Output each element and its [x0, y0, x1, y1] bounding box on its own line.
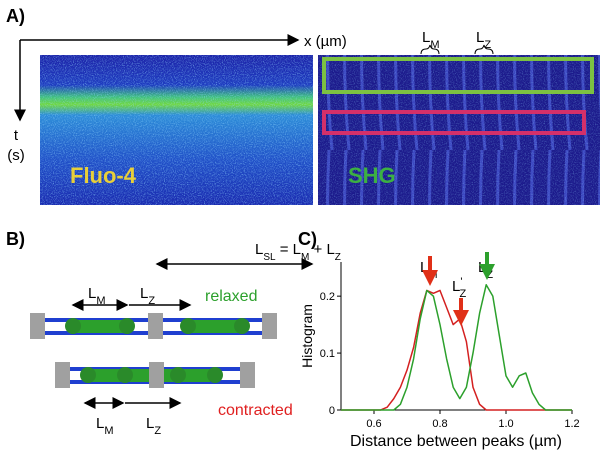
- lz-label: LZ: [140, 285, 155, 307]
- shg-noise: [318, 55, 600, 205]
- text-part: SL: [263, 252, 276, 263]
- y-tick-label: 0: [329, 405, 335, 417]
- y-axis-label: Histogram: [299, 304, 315, 368]
- text-part: L: [146, 415, 154, 432]
- panel-label: A): [6, 6, 25, 26]
- lz-label: LZ: [146, 415, 161, 437]
- x-tick-label: 1.0: [498, 418, 513, 430]
- x-tick-label: 0.8: [432, 418, 447, 430]
- text-part: M: [301, 252, 309, 263]
- text-part: Z: [148, 295, 155, 307]
- text-part: L: [140, 285, 148, 302]
- y-tick-label: 0.1: [320, 348, 335, 360]
- text-part: + L: [309, 241, 334, 258]
- panel-label: C): [298, 229, 317, 249]
- shg-label: SHG: [348, 163, 396, 188]
- peak-label: L' Z: [452, 276, 466, 300]
- x-tick-label: 0.6: [366, 418, 381, 430]
- text-part: Z: [484, 39, 491, 51]
- t-axis-label: t: [14, 127, 19, 144]
- lm-label: LM: [88, 285, 106, 307]
- text-part: L: [96, 415, 104, 432]
- lm-label: LM: [422, 29, 440, 51]
- green-box: [322, 57, 594, 94]
- contracted-sarcomere: [55, 362, 255, 388]
- relaxed-sarcomere: [30, 313, 277, 339]
- fluo-label: Fluo-4: [70, 163, 137, 188]
- text-part: M: [430, 39, 439, 51]
- text-part: ': [460, 276, 462, 288]
- brace: [420, 44, 440, 55]
- lm-label: LM: [96, 415, 114, 437]
- text-part: = L: [276, 241, 301, 258]
- text-part: L: [422, 29, 430, 46]
- text-part: Z: [154, 425, 161, 437]
- relaxed-label: relaxed: [205, 288, 257, 305]
- text-part: L: [255, 241, 263, 258]
- text-part: M: [96, 295, 105, 307]
- text-part: Z: [335, 252, 341, 263]
- text-part: L: [88, 285, 96, 302]
- t-axis-unit: (s): [7, 147, 25, 164]
- equation: LSL = LM + LZ: [255, 241, 341, 263]
- red-box: [322, 110, 586, 135]
- x-axis-label: Distance between peaks (µm): [350, 433, 562, 450]
- curve: [341, 284, 572, 411]
- text-part: Z: [459, 288, 466, 300]
- text-part: M: [104, 425, 113, 437]
- contracted-label: contracted: [218, 402, 293, 419]
- brace: [474, 44, 494, 55]
- y-tick-label: 0.2: [320, 291, 335, 303]
- x-axis-label: x (µm): [304, 33, 347, 50]
- x-tick-label: 1.2: [564, 418, 579, 430]
- lz-label: LZ: [476, 29, 491, 51]
- text-part: L: [420, 259, 428, 276]
- plot: 00.10.20.6 0.8 1.0 1.2LM LZL' Z: [320, 252, 580, 430]
- text-part: L: [452, 278, 460, 295]
- panel-label: B): [6, 229, 25, 249]
- text-part: L: [476, 29, 484, 46]
- fluo-noise: [40, 55, 313, 205]
